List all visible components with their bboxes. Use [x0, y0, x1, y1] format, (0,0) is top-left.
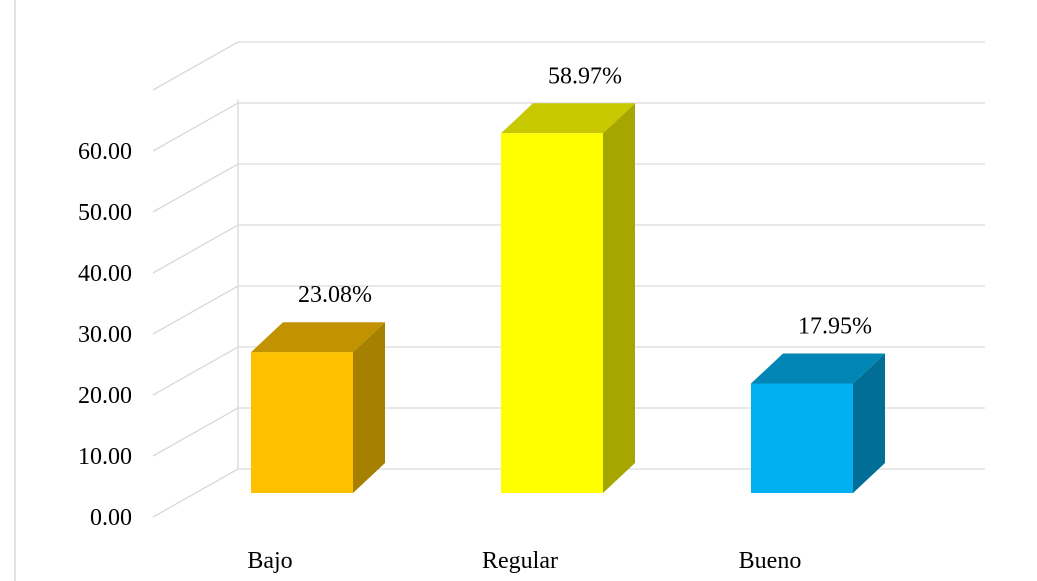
category-label: Bueno [739, 548, 802, 574]
bar-side-face [853, 353, 885, 493]
bar-bueno [751, 353, 885, 493]
y-tick-label: 50.00 [78, 200, 132, 226]
data-label: 23.08% [298, 282, 372, 308]
bar-side-face [603, 103, 635, 494]
gridlines [152, 41, 985, 518]
bar-front-face [751, 383, 853, 493]
bar-top-face [501, 103, 635, 134]
gridline [152, 224, 985, 274]
data-label: 17.95% [798, 314, 872, 340]
y-tick-label: 0.00 [90, 505, 132, 531]
bar-top-face [751, 353, 885, 384]
bar-front-face [251, 352, 353, 493]
gridline [152, 346, 985, 396]
gridline [152, 468, 985, 518]
gridline [152, 41, 985, 91]
gridline [152, 407, 985, 457]
y-tick-label: 60.00 [78, 139, 132, 165]
bars [251, 103, 885, 494]
bar-front-face [501, 133, 603, 493]
y-tick-label: 20.00 [78, 383, 132, 409]
gridline [152, 102, 985, 152]
category-label: Regular [482, 548, 558, 574]
bar-regular [501, 103, 635, 494]
gridline [152, 285, 985, 335]
y-tick-label: 10.00 [78, 444, 132, 470]
bar-bajo [251, 322, 385, 493]
y-axis-tick-labels: 0.00 10.00 20.00 30.00 40.00 50.00 60.00 [78, 139, 132, 531]
category-label: Bajo [247, 548, 292, 574]
data-label: 58.97% [548, 63, 622, 89]
y-tick-label: 40.00 [78, 261, 132, 287]
bar-side-face [353, 322, 385, 493]
y-tick-label: 30.00 [78, 322, 132, 348]
bar-top-face [251, 322, 385, 353]
data-labels: 23.08% 58.97% 17.95% [298, 63, 872, 339]
gridline [152, 163, 985, 213]
x-axis-category-labels: Bajo Regular Bueno [247, 548, 801, 574]
